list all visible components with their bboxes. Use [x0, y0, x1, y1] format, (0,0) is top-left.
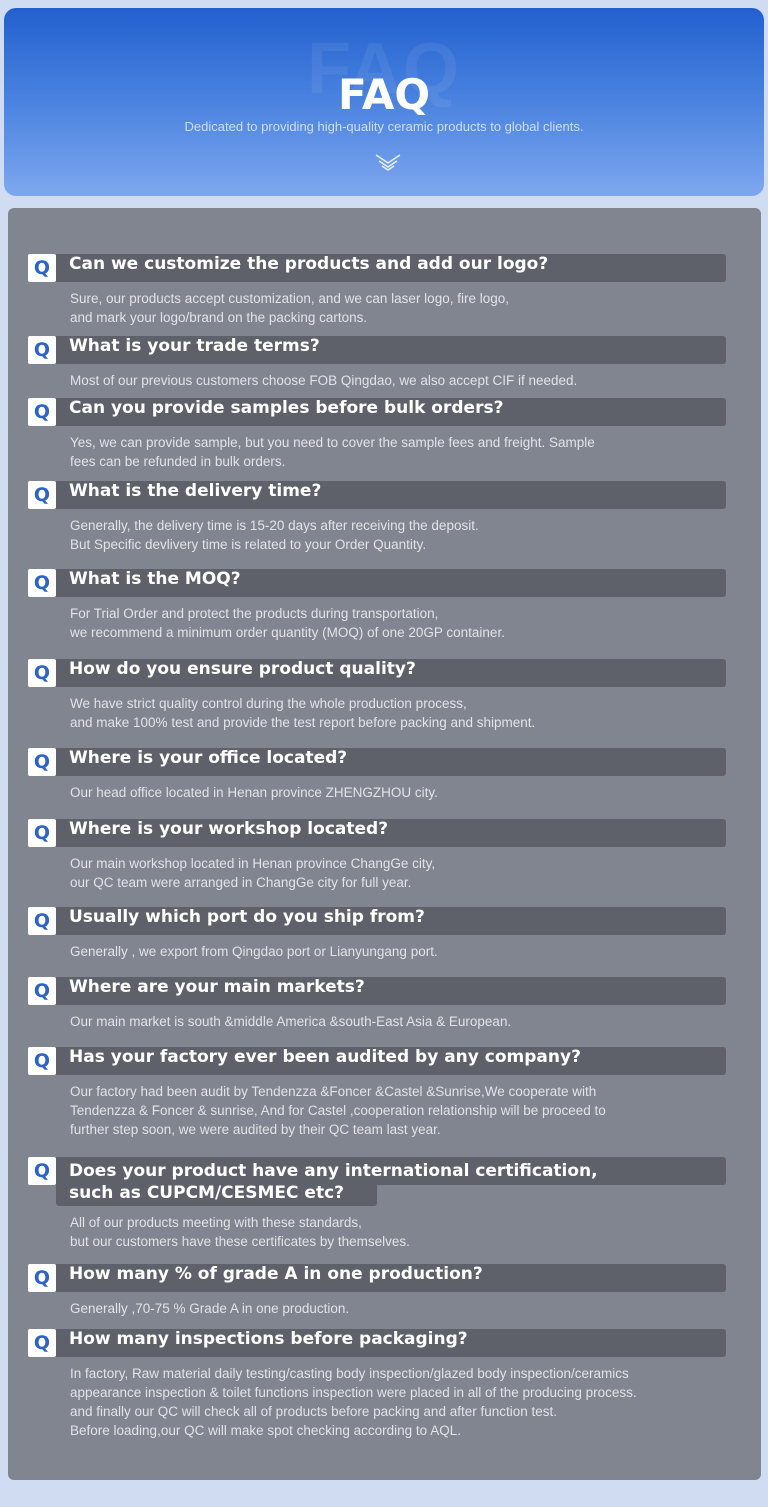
faq-item: Q How do you ensure product quality? We … [28, 659, 726, 732]
faq-question-bar: Q Can you provide samples before bulk or… [28, 398, 726, 426]
q-badge-icon: Q [28, 254, 56, 282]
faq-answer: For Trial Order and protect the products… [70, 606, 505, 640]
faq-answer: All of our products meeting with these s… [70, 1215, 410, 1249]
faq-question-bar: Q Usually which port do you ship from? [28, 907, 726, 935]
q-badge-icon: Q [28, 907, 56, 935]
faq-question: Where are your main markets? [69, 977, 365, 997]
faq-question: Usually which port do you ship from? [69, 907, 425, 927]
faq-header-banner: FAQ FAQ Dedicated to providing high-qual… [4, 8, 764, 196]
faq-answer: We have strict quality control during th… [70, 696, 536, 730]
faq-answer: Generally ,70-75 % Grade A in one produc… [70, 1301, 350, 1316]
q-badge-icon: Q [28, 819, 56, 847]
faq-question: Does your product have any international… [69, 1161, 598, 1203]
q-badge-icon: Q [28, 481, 56, 509]
faq-question-bar: Q What is the delivery time? [28, 481, 726, 509]
faq-item: Q Can you provide samples before bulk or… [28, 398, 726, 471]
faq-question: How many inspections before packaging? [69, 1329, 468, 1349]
q-badge-icon: Q [28, 336, 56, 364]
faq-question-bar: Q What is the MOQ? [28, 569, 726, 597]
q-badge-icon: Q [28, 748, 56, 776]
faq-question: What is your trade terms? [69, 336, 320, 356]
faq-question-bar: Q Can we customize the products and add … [28, 254, 726, 282]
q-badge-icon: Q [28, 1047, 56, 1075]
faq-item: Q Has your factory ever been audited by … [28, 1047, 726, 1139]
faq-question-bar: Q How many % of grade A in one productio… [28, 1264, 726, 1292]
q-badge-icon: Q [28, 1264, 56, 1292]
faq-question: What is the MOQ? [69, 569, 241, 589]
faq-item: Q What is the MOQ? For Trial Order and p… [28, 569, 726, 642]
faq-item: Q Can we customize the products and add … [28, 254, 726, 327]
faq-answer: Generally, the delivery time is 15-20 da… [70, 518, 479, 552]
faq-question: Has your factory ever been audited by an… [69, 1047, 581, 1067]
ghost-title: FAQ [306, 29, 461, 109]
faq-question: Where is your workshop located? [69, 819, 389, 839]
faq-question: Can you provide samples before bulk orde… [69, 398, 504, 418]
q-badge-icon: Q [28, 977, 56, 1005]
double-chevron-down-icon [375, 154, 401, 171]
faq-item: Q Where are your main markets? Our main … [28, 977, 726, 1031]
faq-item: Q Does your product have any internation… [28, 1157, 726, 1251]
faq-answer: Yes, we can provide sample, but you need… [70, 435, 595, 469]
faq-item: Q What is your trade terms? Most of our … [28, 336, 726, 390]
q-badge-icon: Q [28, 1157, 56, 1185]
faq-answer: Our factory had been audit by Tendenzza … [70, 1084, 606, 1137]
faq-question: What is the delivery time? [69, 481, 322, 501]
page-title: FAQ [337, 70, 431, 119]
faq-item: Q How many % of grade A in one productio… [28, 1264, 726, 1318]
faq-item: Q What is the delivery time? Generally, … [28, 481, 726, 554]
q-badge-icon: Q [28, 659, 56, 687]
faq-question-bar: Q What is your trade terms? [28, 336, 726, 364]
faq-answer: Our main workshop located in Henan provi… [70, 856, 436, 890]
faq-answer: Our main market is south &middle America… [70, 1014, 512, 1029]
faq-question-bar: Q How many inspections before packaging? [28, 1329, 726, 1357]
faq-question: How do you ensure product quality? [69, 659, 416, 679]
faq-question: Can we customize the products and add ou… [69, 254, 549, 274]
q-badge-icon: Q [28, 398, 56, 426]
faq-item: Q Where is your workshop located? Our ma… [28, 819, 726, 892]
faq-item: Q Usually which port do you ship from? G… [28, 907, 726, 961]
faq-question: Where is your office located? [69, 748, 348, 768]
faq-answer: Our head office located in Henan provinc… [70, 785, 438, 800]
faq-item: Q Where is your office located? Our head… [28, 748, 726, 802]
faq-question-bar: Q Where is your workshop located? [28, 819, 726, 847]
faq-question-bar: Q Does your product have any internation… [28, 1157, 726, 1206]
q-badge-icon: Q [28, 1329, 56, 1357]
faq-item: Q How many inspections before packaging?… [28, 1329, 726, 1440]
faq-answer: Generally , we export from Qingdao port … [70, 944, 438, 959]
faq-answer: In factory, Raw material daily testing/c… [70, 1366, 637, 1438]
faq-question: How many % of grade A in one production? [69, 1264, 483, 1284]
faq-answer: Most of our previous customers choose FO… [70, 373, 578, 388]
faq-question-bar: Q Where are your main markets? [28, 977, 726, 1005]
page-subtitle: Dedicated to providing high-quality cera… [184, 119, 584, 134]
faq-question-bar: Q Where is your office located? [28, 748, 726, 776]
faq-answer: Sure, our products accept customization,… [70, 291, 509, 325]
faq-question-bar: Q Has your factory ever been audited by … [28, 1047, 726, 1075]
faq-question-bar: Q How do you ensure product quality? [28, 659, 726, 687]
q-badge-icon: Q [28, 569, 56, 597]
